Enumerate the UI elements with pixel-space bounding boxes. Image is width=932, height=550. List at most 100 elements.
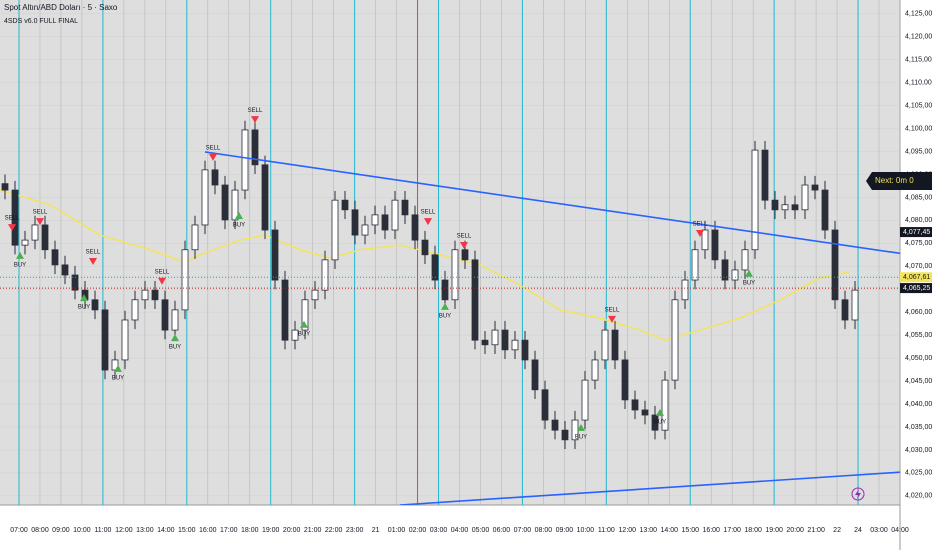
- signal-label: BUY: [575, 435, 587, 441]
- candle-body: [591, 359, 599, 381]
- x-tick-label: 02:00: [409, 527, 427, 534]
- y-tick-label: 4,085,00: [905, 194, 932, 201]
- countdown-label: Next: 0m 0: [875, 176, 914, 185]
- y-tick-label: 4,040,00: [905, 401, 932, 408]
- signal-label: SELL: [248, 108, 263, 114]
- x-tick-label: 21: [372, 527, 380, 534]
- signal-marker: [114, 364, 122, 372]
- signal-label: BUY: [439, 313, 451, 319]
- x-tick-label: 03:00: [430, 527, 448, 534]
- x-tick-label: 03:00: [870, 527, 888, 534]
- price-tag-label: 4,067,61: [903, 274, 930, 281]
- candle-body: [751, 149, 759, 251]
- grid: [0, 0, 900, 505]
- signal-label: SELL: [693, 222, 708, 228]
- alert-icon[interactable]: [851, 487, 865, 501]
- plot: [0, 120, 900, 505]
- candle-body: [381, 214, 389, 231]
- signal-label: SELL: [421, 210, 436, 216]
- signal-label: SELL: [206, 145, 221, 151]
- signal-label: BUY: [233, 223, 245, 229]
- signal-marker: [8, 224, 16, 232]
- candle-body: [201, 169, 209, 226]
- signal-marker: [36, 218, 44, 226]
- candle-body: [261, 164, 269, 231]
- signal-marker: [300, 320, 308, 328]
- y-tick-label: 4,100,00: [905, 125, 932, 132]
- signal-label: SELL: [605, 307, 620, 313]
- x-tick-label: 18:00: [744, 527, 762, 534]
- x-tick-label: 17:00: [723, 527, 741, 534]
- candle-body: [251, 129, 259, 166]
- y-tick-label: 4,045,00: [905, 378, 932, 385]
- overlay: 4,020,00 4,025,00 4,030,00 4,035,00 4,040,00…: [5, 11, 932, 534]
- candle-body: [441, 279, 449, 301]
- x-tick-label: 16:00: [199, 527, 217, 534]
- candle-body: [21, 239, 29, 246]
- y-tick-label: 4,050,00: [905, 355, 932, 362]
- signal-marker: [251, 116, 259, 124]
- x-tick-label: 09:00: [52, 527, 70, 534]
- signal-label: SELL: [155, 269, 170, 275]
- candle-body: [141, 289, 149, 301]
- price-tag-label: 4,065,25: [903, 285, 930, 292]
- x-tick-label: 11:00: [94, 527, 111, 534]
- candle-body: [581, 379, 589, 421]
- candle-body: [351, 209, 359, 236]
- x-tick-label: 13:00: [136, 527, 154, 534]
- x-tick-label: 24: [854, 527, 862, 534]
- candle-body: [231, 189, 239, 221]
- candle-body: [531, 359, 539, 391]
- candle-body: [191, 224, 199, 251]
- candle-body: [651, 414, 659, 431]
- signal-label: BUY: [743, 280, 755, 286]
- x-tick-label: 23:00: [346, 527, 364, 534]
- trendline: [204, 151, 900, 255]
- candle-body: [611, 329, 619, 361]
- x-tick-label: 22:00: [325, 527, 343, 534]
- signal-label: BUY: [298, 331, 310, 337]
- candle-body: [421, 239, 429, 256]
- x-tick-label: 19:00: [765, 527, 783, 534]
- candle-body: [791, 204, 799, 211]
- price-tag: [900, 227, 932, 238]
- y-tick-label: 4,115,00: [905, 57, 932, 64]
- x-tick-label: 14:00: [660, 527, 678, 534]
- x-tick-label: 07:00: [514, 527, 532, 534]
- signal-marker: [158, 277, 166, 285]
- candle-body: [151, 289, 159, 301]
- candle-body: [271, 229, 279, 281]
- candle-body: [761, 149, 769, 201]
- x-tick-label: 18:00: [241, 527, 259, 534]
- x-tick-label: 20:00: [786, 527, 804, 534]
- y-tick-label: 4,070,00: [905, 263, 932, 270]
- candle-body: [161, 299, 169, 331]
- candle-body: [171, 309, 179, 331]
- signal-label: BUY: [112, 375, 124, 381]
- moving-average: [0, 189, 851, 341]
- candle-body: [621, 359, 629, 401]
- time-axis: [0, 505, 900, 550]
- candle-body: [281, 279, 289, 341]
- candle-body: [781, 204, 789, 211]
- signal-label: BUY: [14, 262, 26, 268]
- candle-body: [681, 279, 689, 301]
- candle-body: [801, 184, 809, 211]
- candle-body: [501, 329, 509, 351]
- x-tick-label: 12:00: [115, 527, 133, 534]
- x-tick-label: 19:00: [262, 527, 280, 534]
- price-tag-label: 4,077,45: [903, 229, 930, 236]
- candle-body: [101, 309, 109, 371]
- x-tick-label: 08:00: [535, 527, 553, 534]
- x-tick-label: 10:00: [73, 527, 91, 534]
- candle-body: [181, 249, 189, 311]
- y-tick-label: 4,020,00: [905, 493, 932, 500]
- x-tick-label: 13:00: [640, 527, 658, 534]
- candle-body: [811, 184, 819, 191]
- candle-body: [221, 184, 229, 221]
- y-tick-label: 4,095,00: [905, 148, 932, 155]
- candle-body: [391, 199, 399, 231]
- candle-body: [71, 274, 79, 291]
- candle-body: [211, 169, 219, 186]
- signal-label: BUY: [654, 419, 666, 425]
